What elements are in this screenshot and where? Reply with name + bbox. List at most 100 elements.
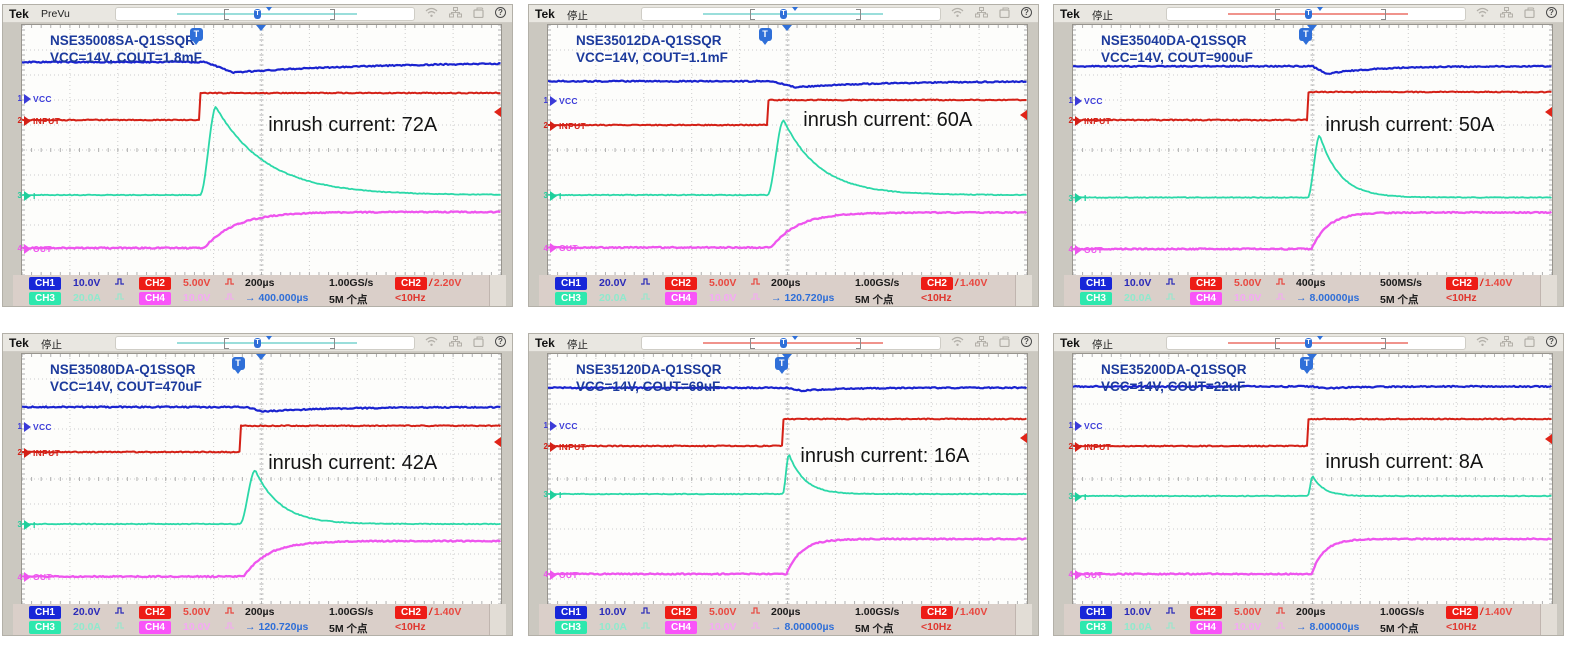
network-icon[interactable]	[449, 7, 462, 18]
ch1-position-marker[interactable]: 1 VCC	[544, 420, 578, 431]
ch4-position-marker[interactable]: 4 OUT	[544, 243, 578, 254]
ch4-position-marker[interactable]: 4 OUT	[544, 569, 578, 580]
ch1-badge[interactable]: CH1	[29, 606, 61, 619]
ch1-badge[interactable]: CH1	[555, 606, 587, 619]
ch3-badge[interactable]: CH3	[1080, 621, 1112, 634]
ch2-badge[interactable]: CH2	[1190, 606, 1222, 619]
network-icon[interactable]	[449, 336, 462, 347]
ch1-position-marker[interactable]: 1 VCC	[18, 421, 52, 432]
ch4-badge[interactable]: CH4	[1190, 292, 1222, 305]
wifi-icon[interactable]	[425, 336, 438, 347]
wifi-icon[interactable]	[1476, 336, 1489, 347]
trigger-level-arrow[interactable]	[494, 437, 501, 447]
trigger-flag[interactable]: T	[775, 357, 789, 374]
trigger-level-arrow[interactable]	[1020, 433, 1027, 443]
save-icon[interactable]	[1524, 7, 1535, 18]
trigger-readout[interactable]: CH2/1.40V	[921, 277, 987, 290]
ch2-position-marker[interactable]: 2 INPUT	[544, 441, 586, 452]
ch4-badge[interactable]: CH4	[665, 621, 697, 634]
ch1-position-marker[interactable]: 1 VCC	[1069, 420, 1103, 431]
trigger-readout[interactable]: CH2/1.40V	[395, 606, 461, 619]
horizontal-position-bar[interactable]: T	[641, 336, 941, 350]
ch2-badge[interactable]: CH2	[139, 606, 171, 619]
ch1-badge[interactable]: CH1	[555, 277, 587, 290]
horizontal-position-bar[interactable]: T	[1166, 7, 1466, 21]
horizontal-position-bar[interactable]: T	[641, 7, 941, 21]
ch2-position-marker[interactable]: 2 INPUT	[18, 447, 60, 458]
horizontal-position-bar[interactable]: T	[115, 7, 415, 21]
ch4-badge[interactable]: CH4	[139, 621, 171, 634]
wifi-icon[interactable]	[425, 7, 438, 18]
network-icon[interactable]	[1500, 7, 1513, 18]
trigger-flag[interactable]: T	[758, 28, 772, 45]
trigger-level-arrow[interactable]	[494, 107, 501, 117]
ch2-badge[interactable]: CH2	[665, 606, 697, 619]
ch4-badge[interactable]: CH4	[665, 292, 697, 305]
ch3-badge[interactable]: CH3	[555, 292, 587, 305]
save-icon[interactable]	[999, 336, 1010, 347]
horizontal-position-bar[interactable]: T	[115, 336, 415, 350]
trigger-flag[interactable]: T	[231, 357, 245, 374]
ch2-position-marker[interactable]: 2 INPUT	[1069, 115, 1111, 126]
ch3-badge[interactable]: CH3	[29, 621, 61, 634]
ch4-position-marker[interactable]: 4 OUT	[18, 572, 52, 583]
trigger-flag[interactable]: T	[1299, 28, 1313, 45]
ch1-position-marker[interactable]: 1 VCC	[1069, 95, 1103, 106]
ch1-position-marker[interactable]: 1 VCC	[18, 93, 52, 104]
trigger-position-marker[interactable]: T	[254, 338, 261, 348]
ch4-badge[interactable]: CH4	[1190, 621, 1222, 634]
save-icon[interactable]	[1524, 336, 1535, 347]
help-icon[interactable]: ?	[1021, 7, 1032, 18]
wifi-icon[interactable]	[1476, 7, 1489, 18]
wifi-icon[interactable]	[951, 7, 964, 18]
trigger-readout[interactable]: CH2/2.20V	[395, 277, 461, 290]
ch2-badge[interactable]: CH2	[139, 277, 171, 290]
ch4-badge[interactable]: CH4	[139, 292, 171, 305]
trigger-position-marker[interactable]: T	[254, 9, 261, 19]
wifi-icon[interactable]	[951, 336, 964, 347]
save-icon[interactable]	[473, 336, 484, 347]
ch4-position-marker[interactable]: 4 OUT	[18, 243, 52, 254]
trigger-position-marker[interactable]: T	[780, 338, 787, 348]
trigger-flag[interactable]: T	[189, 28, 203, 45]
help-icon[interactable]: ?	[495, 336, 506, 347]
ch4-position-marker[interactable]: 4 OUT	[1069, 244, 1103, 255]
ch2-badge[interactable]: CH2	[665, 277, 697, 290]
trigger-readout[interactable]: CH2/1.40V	[1446, 277, 1512, 290]
ch2-position-marker[interactable]: 2 INPUT	[544, 120, 586, 131]
save-icon[interactable]	[473, 7, 484, 18]
trigger-level-arrow[interactable]	[1020, 110, 1027, 120]
trigger-position-marker[interactable]: T	[780, 9, 787, 19]
ch1-badge[interactable]: CH1	[29, 277, 61, 290]
trigger-level-arrow[interactable]	[1545, 107, 1552, 117]
network-icon[interactable]	[1500, 336, 1513, 347]
trigger-level-arrow[interactable]	[1545, 434, 1552, 444]
ch1-badge[interactable]: CH1	[1080, 606, 1112, 619]
help-icon[interactable]: ?	[1021, 336, 1032, 347]
ch2-badge[interactable]: CH2	[1190, 277, 1222, 290]
ch2-position-marker[interactable]: 2 INPUT	[1069, 441, 1111, 452]
network-icon[interactable]	[975, 336, 988, 347]
ch1-position-marker[interactable]: 1 VCC	[544, 95, 578, 106]
trigger-position-marker[interactable]: T	[1305, 9, 1312, 19]
ch2-position-marker[interactable]: 2 INPUT	[18, 115, 60, 126]
help-icon[interactable]: ?	[1546, 336, 1557, 347]
help-icon[interactable]: ?	[495, 7, 506, 18]
trigger-position-marker[interactable]: T	[1305, 338, 1312, 348]
trigger-readout[interactable]: CH2/1.40V	[921, 606, 987, 619]
save-icon[interactable]	[999, 7, 1010, 18]
ch1-badge[interactable]: CH1	[1080, 277, 1112, 290]
trigger-flag[interactable]: T	[1300, 357, 1314, 374]
ch3-badge[interactable]: CH3	[555, 621, 587, 634]
network-icon[interactable]	[975, 7, 988, 18]
horizontal-position-bar[interactable]: T	[1166, 336, 1466, 350]
ch4-position-marker[interactable]: 4 OUT	[1069, 569, 1103, 580]
ch3-badge[interactable]: CH3	[1080, 292, 1112, 305]
trigger-readout[interactable]: CH2/1.40V	[1446, 606, 1512, 619]
